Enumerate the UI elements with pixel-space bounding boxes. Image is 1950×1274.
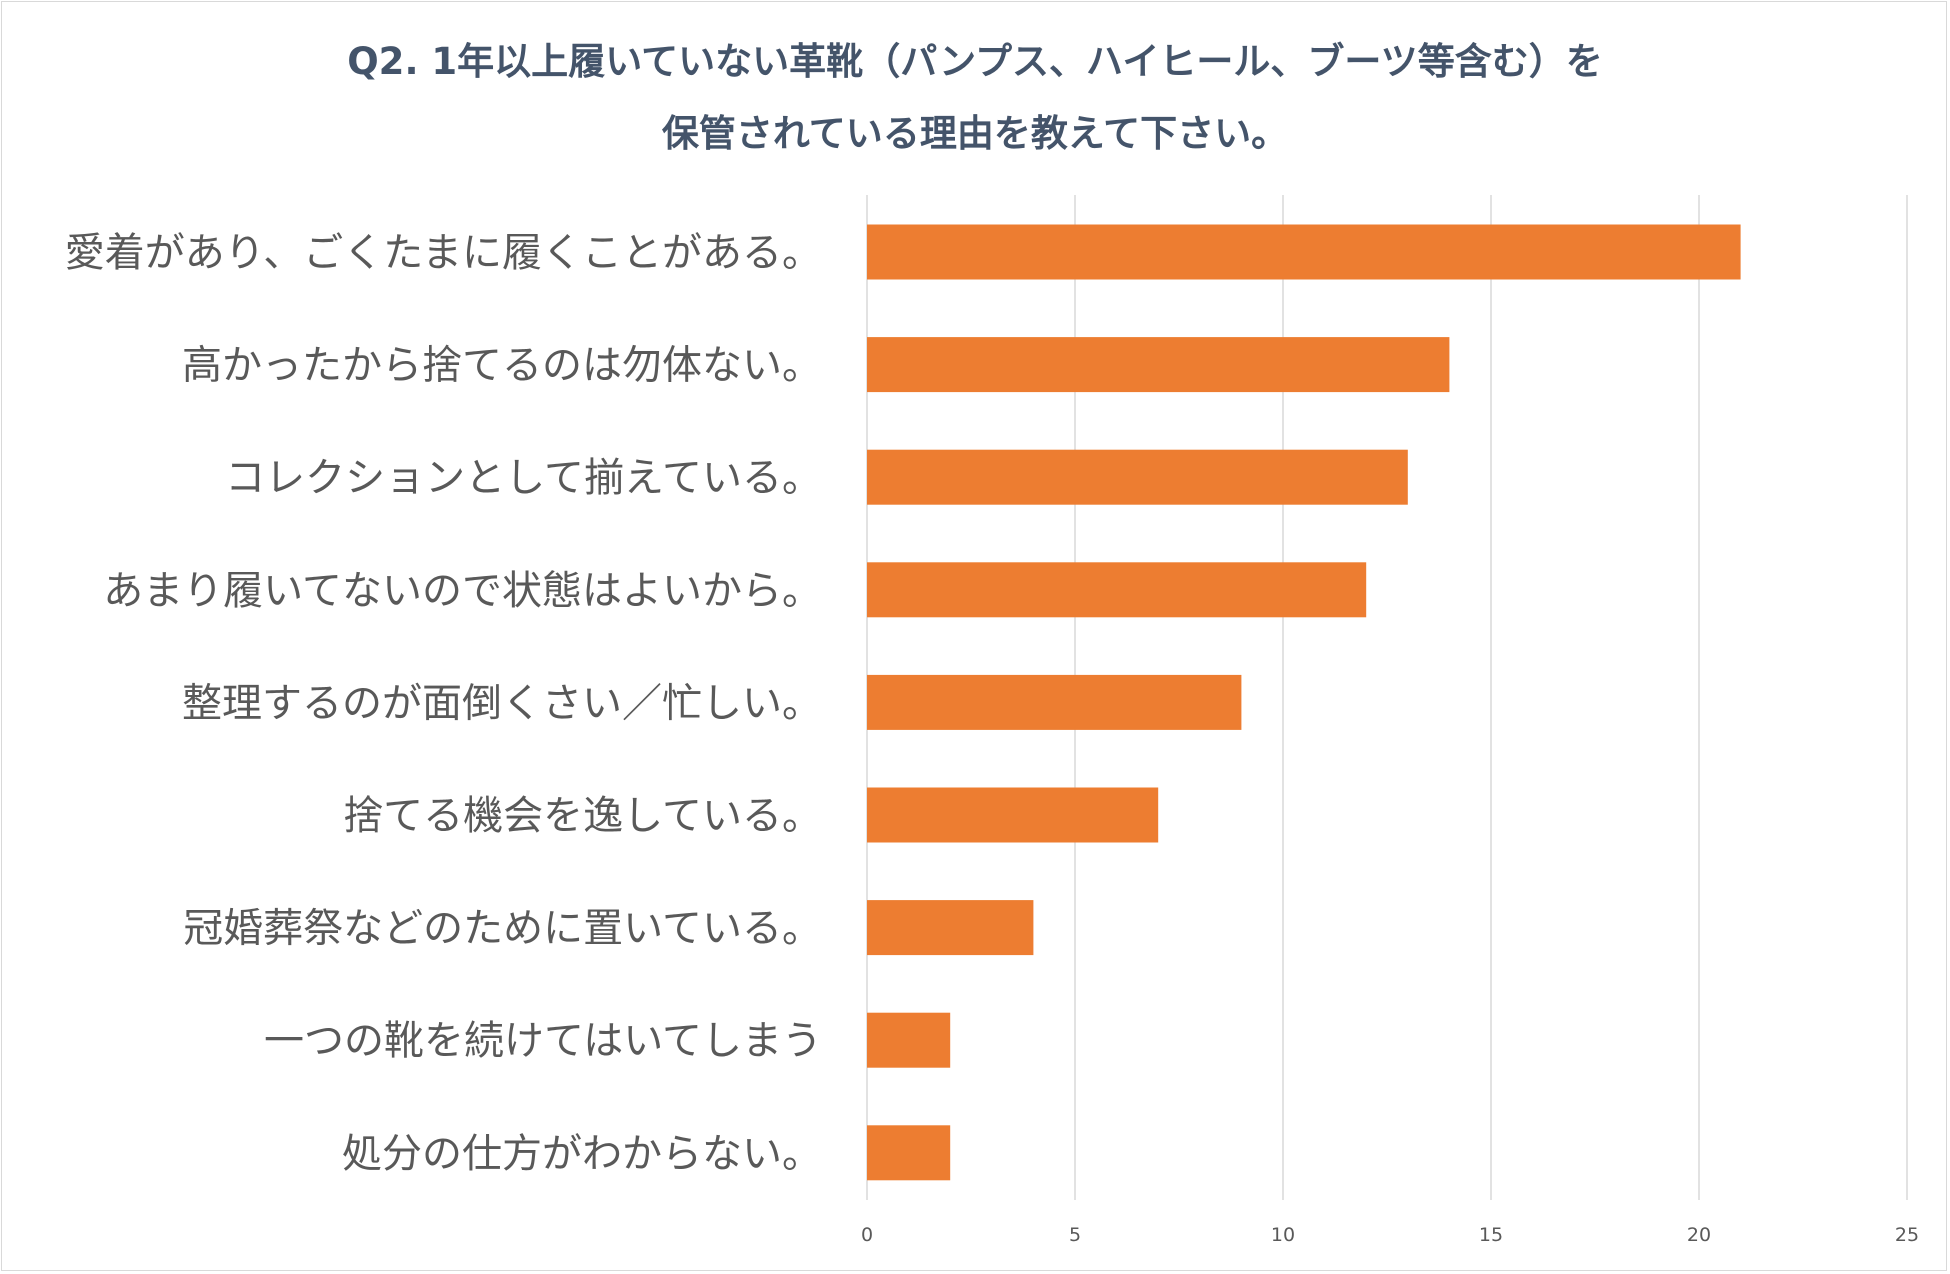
- category-label: 捨てる機会を逸している。: [343, 793, 822, 839]
- x-tick-label: 10: [1271, 1224, 1295, 1246]
- bars: [867, 224, 1741, 1181]
- chart-title-line-2: 保管されている理由を教えて下さい。: [661, 112, 1289, 155]
- bar: [867, 562, 1367, 618]
- x-axis-tick-labels: 0 5 10 15 20 25: [861, 1224, 1919, 1246]
- bar: [867, 674, 1242, 730]
- x-tick-label: 0: [861, 1224, 873, 1246]
- category-label: 整理するのが面倒くさい／忙しい。: [182, 680, 822, 726]
- category-label: 冠婚葬祭などのために置いている。: [183, 906, 822, 952]
- category-label: 高かったから捨てるのは勿体ない。: [182, 343, 822, 389]
- bar: [867, 787, 1159, 843]
- x-tick-label: 25: [1895, 1224, 1919, 1246]
- chart-title-line-1: Q2. 1年以上履いていない革靴（パンプス、ハイヒール、ブーツ等含む）を: [347, 40, 1603, 83]
- bar: [867, 1012, 951, 1068]
- category-label: あまり履いてないので状態はよいから。: [103, 568, 822, 614]
- x-tick-label: 20: [1687, 1224, 1711, 1246]
- x-tick-label: 5: [1069, 1224, 1081, 1246]
- chart-title: Q2. 1年以上履いていない革靴（パンプス、ハイヒール、ブーツ等含む）を 保管さ…: [0, 26, 1950, 170]
- bar: [867, 337, 1450, 393]
- x-tick-label: 15: [1479, 1224, 1503, 1246]
- bar: [867, 900, 1034, 956]
- category-label: コレクションとして揃えている。: [225, 455, 822, 501]
- bar: [867, 1125, 951, 1181]
- category-label: 一つの靴を続けてはいてしまう: [264, 1018, 822, 1064]
- category-label: 処分の仕方がわからない。: [342, 1131, 822, 1177]
- category-labels: 愛着があり、ごくたまに履くことがある。高かったから捨てるのは勿体ない。コレクショ…: [65, 230, 822, 1177]
- bar: [867, 224, 1741, 280]
- category-label: 愛着があり、ごくたまに履くことがある。: [65, 230, 822, 276]
- bar: [867, 449, 1408, 505]
